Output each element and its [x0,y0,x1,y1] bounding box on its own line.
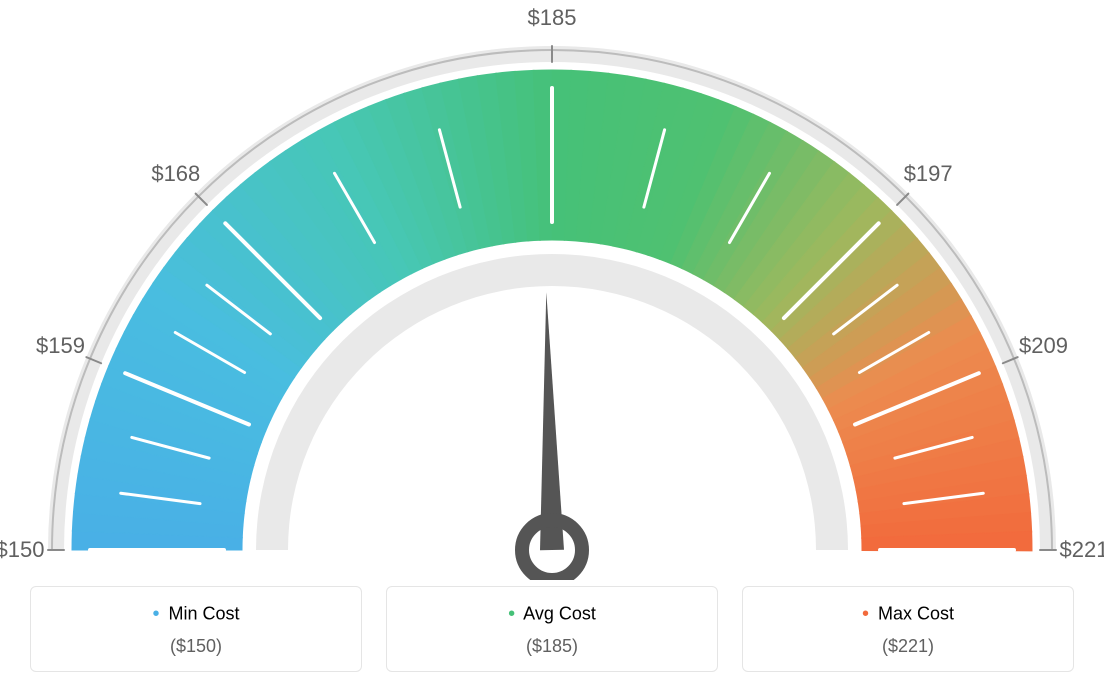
gauge-tick-label: $221 [1060,537,1104,563]
gauge-tick-label: $209 [1019,333,1068,359]
legend-avg-title: • Avg Cost [399,603,705,626]
legend-avg-value: ($185) [399,636,705,657]
chart-container: $150 $159 $168 $185 $197 $209 $221 • Min Cost … [0,0,1104,690]
dot-icon: • [152,603,159,625]
gauge-tick-label: $168 [151,161,200,187]
gauge-svg [22,20,1082,580]
gauge-tick-label: $159 [36,333,85,359]
gauge-tick-label: $150 [0,537,44,563]
dot-icon: • [508,603,515,625]
legend-max-title: • Max Cost [755,603,1061,626]
legend-max-value: ($221) [755,636,1061,657]
legend-max-label: Max Cost [878,603,954,623]
legend-avg-card: • Avg Cost ($185) [386,586,718,672]
legend-row: • Min Cost ($150) • Avg Cost ($185) • Ma… [30,586,1074,672]
gauge: $150$159$168$185$197$209$221 [22,20,1082,580]
dot-icon: • [862,603,869,625]
legend-min-title: • Min Cost [43,603,349,626]
legend-min-label: Min Cost [169,603,240,623]
gauge-tick-label: $185 [528,5,577,31]
legend-max-card: • Max Cost ($221) [742,586,1074,672]
legend-min-value: ($150) [43,636,349,657]
legend-avg-label: Avg Cost [523,603,596,623]
legend-min-card: • Min Cost ($150) [30,586,362,672]
gauge-tick-label: $197 [904,161,953,187]
